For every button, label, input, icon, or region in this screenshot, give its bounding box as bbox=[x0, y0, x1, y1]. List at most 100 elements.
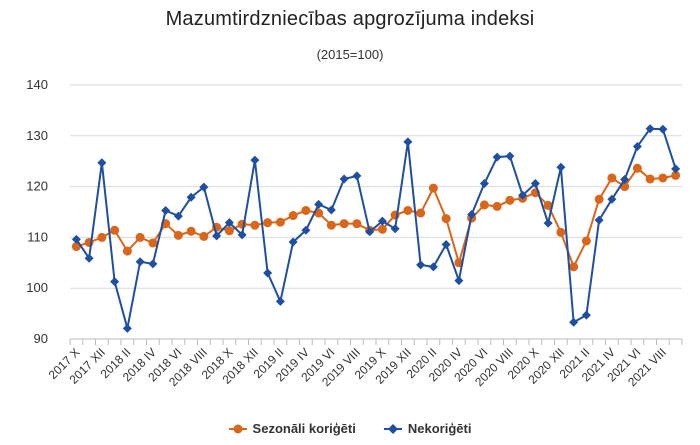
data-point[interactable] bbox=[390, 224, 400, 234]
data-point[interactable] bbox=[224, 218, 234, 228]
data-point[interactable] bbox=[441, 214, 451, 224]
data-point[interactable] bbox=[301, 225, 311, 235]
data-point[interactable] bbox=[148, 259, 158, 269]
data-point[interactable] bbox=[594, 215, 604, 225]
data-point[interactable] bbox=[122, 246, 132, 256]
data-point[interactable] bbox=[479, 200, 489, 210]
data-point[interactable] bbox=[581, 236, 591, 246]
data-point[interactable] bbox=[339, 174, 349, 184]
data-point[interactable] bbox=[224, 226, 234, 236]
data-point[interactable] bbox=[671, 170, 681, 180]
data-point[interactable] bbox=[645, 174, 655, 184]
data-point[interactable] bbox=[518, 190, 528, 200]
data-point[interactable] bbox=[71, 234, 81, 244]
data-point[interactable] bbox=[365, 227, 375, 237]
data-point[interactable] bbox=[467, 210, 477, 220]
data-point[interactable] bbox=[492, 152, 502, 162]
data-point[interactable] bbox=[275, 217, 285, 227]
data-point[interactable] bbox=[620, 174, 630, 184]
data-point[interactable] bbox=[326, 205, 336, 215]
data-point[interactable] bbox=[479, 179, 489, 189]
data-point[interactable] bbox=[492, 201, 502, 211]
data-point[interactable] bbox=[352, 171, 362, 181]
data-point[interactable] bbox=[441, 240, 451, 250]
y-tick-label-100: 100 bbox=[26, 280, 48, 295]
legend-label-seasonal: Sezonāli koriģēti bbox=[252, 421, 356, 436]
data-point[interactable] bbox=[275, 296, 285, 306]
data-point[interactable] bbox=[212, 231, 222, 241]
data-point[interactable] bbox=[263, 218, 273, 228]
data-point[interactable] bbox=[377, 224, 387, 234]
y-tick-label-110: 110 bbox=[27, 229, 48, 244]
data-point[interactable] bbox=[110, 277, 120, 287]
data-point[interactable] bbox=[377, 216, 387, 226]
data-point[interactable] bbox=[301, 205, 311, 215]
data-point[interactable] bbox=[186, 226, 196, 236]
data-point[interactable] bbox=[161, 205, 171, 215]
data-point[interactable] bbox=[428, 262, 438, 272]
data-point[interactable] bbox=[84, 253, 94, 263]
data-point[interactable] bbox=[173, 211, 183, 221]
data-point[interactable] bbox=[428, 183, 438, 193]
data-point[interactable] bbox=[556, 162, 566, 172]
data-point[interactable] bbox=[569, 262, 579, 272]
data-point[interactable] bbox=[199, 182, 209, 192]
data-point[interactable] bbox=[658, 173, 668, 183]
data-point[interactable] bbox=[288, 237, 298, 247]
data-point[interactable] bbox=[403, 205, 413, 215]
data-point[interactable] bbox=[314, 199, 324, 209]
data-point[interactable] bbox=[199, 231, 209, 241]
gridlines bbox=[70, 84, 682, 340]
data-point[interactable] bbox=[250, 155, 260, 165]
data-point[interactable] bbox=[607, 194, 617, 204]
data-point[interactable] bbox=[416, 208, 426, 218]
data-point[interactable] bbox=[237, 230, 247, 240]
data-point[interactable] bbox=[263, 268, 273, 278]
legend: Sezonāli koriģēti Nekoriģēti bbox=[0, 421, 700, 436]
data-point[interactable] bbox=[454, 276, 464, 286]
chart-subtitle: (2015=100) bbox=[316, 47, 384, 62]
data-point[interactable] bbox=[403, 137, 413, 147]
data-point[interactable] bbox=[607, 173, 617, 183]
data-point[interactable] bbox=[135, 257, 145, 267]
data-point[interactable] bbox=[632, 163, 642, 173]
data-point[interactable] bbox=[645, 124, 655, 134]
data-point[interactable] bbox=[530, 179, 540, 189]
data-point[interactable] bbox=[569, 317, 579, 327]
data-point[interactable] bbox=[326, 220, 336, 230]
data-point[interactable] bbox=[505, 151, 515, 161]
data-point[interactable] bbox=[148, 238, 158, 248]
data-point[interactable] bbox=[594, 194, 604, 204]
data-point[interactable] bbox=[250, 220, 260, 230]
data-point[interactable] bbox=[339, 219, 349, 229]
data-point[interactable] bbox=[288, 211, 298, 221]
series-line bbox=[75, 127, 677, 330]
data-point[interactable] bbox=[632, 141, 642, 151]
data-point[interactable] bbox=[122, 323, 132, 333]
y-tick-label-90: 90 bbox=[34, 331, 48, 346]
series-seasonally-adjusted bbox=[71, 163, 681, 272]
data-point[interactable] bbox=[352, 219, 362, 229]
data-point[interactable] bbox=[135, 232, 145, 242]
y-tick-label-140: 140 bbox=[26, 77, 48, 92]
legend-item-seasonal[interactable]: Sezonāli koriģēti bbox=[228, 421, 356, 436]
data-point[interactable] bbox=[186, 192, 196, 202]
data-point[interactable] bbox=[97, 158, 107, 168]
data-point[interactable] bbox=[556, 227, 566, 237]
data-point[interactable] bbox=[97, 232, 107, 242]
series-line bbox=[76, 167, 676, 268]
data-point[interactable] bbox=[658, 124, 668, 134]
data-point[interactable] bbox=[543, 200, 553, 210]
legend-item-unadjusted[interactable]: Nekoriģēti bbox=[383, 421, 472, 436]
data-point[interactable] bbox=[173, 230, 183, 240]
data-point[interactable] bbox=[581, 310, 591, 320]
y-tick-label-130: 130 bbox=[26, 128, 48, 143]
data-point[interactable] bbox=[505, 195, 515, 205]
legend-label-unadjusted: Nekoriģēti bbox=[407, 421, 472, 436]
data-point[interactable] bbox=[671, 164, 681, 174]
data-point[interactable] bbox=[416, 260, 426, 270]
data-point[interactable] bbox=[110, 225, 120, 235]
data-point[interactable] bbox=[543, 218, 553, 228]
legend-circle-icon bbox=[228, 424, 247, 433]
